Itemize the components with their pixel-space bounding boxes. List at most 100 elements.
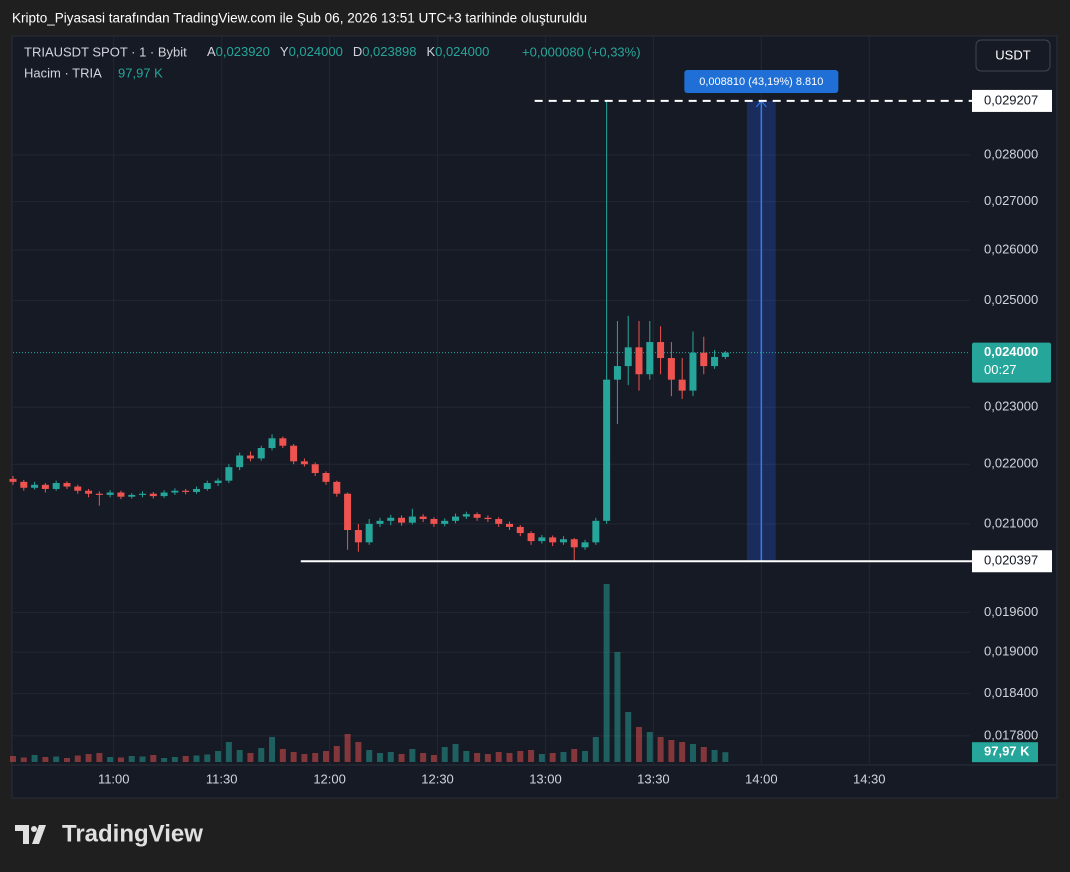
volume-bar [258,748,265,762]
candle-body [333,481,341,494]
volume-bar [506,753,513,762]
legend-key: A [207,44,216,59]
grid: 0,028000 0,027000 0,026000 0,025000 0,023000… [12,37,1057,786]
volume-bar [355,742,362,762]
y-tick-label: 0,018400 [984,685,1038,700]
candle-body [527,533,535,542]
volume-bar [625,712,632,762]
candle-body [106,492,114,495]
candle-body [246,455,254,459]
volume-bar [10,756,16,762]
candle-body [311,464,319,474]
currency-button[interactable] [975,39,1051,72]
candle-body [41,484,49,489]
volume-bar [679,742,686,762]
volume-bar [31,755,38,762]
volume-bar [711,750,718,762]
candle-body [52,483,60,489]
currency-label[interactable]: USDT [995,47,1030,62]
candle-body [214,480,222,484]
x-tick-label: 14:30 [853,771,886,786]
y-tick-label: 0,026000 [984,241,1038,256]
y-tick-label: 0,028000 [984,146,1038,161]
countdown-label: 00:27 [984,362,1017,377]
candle-body [398,517,406,523]
legend-value: 0,023920 [216,44,270,59]
volume-bar [204,754,211,762]
candle-body [570,539,578,548]
volume-bar [668,740,675,762]
candle-body [473,514,481,518]
line-price-label: 0,020397 [984,553,1038,568]
line-price-box [972,550,1052,573]
x-tick-label: 11:30 [206,771,238,786]
candle-body [700,352,708,367]
candle-body [192,488,200,492]
volume-bar [592,737,599,762]
candle-body [344,493,352,531]
candle-body [139,493,147,495]
volume-bar [53,756,60,762]
candle-body [462,514,470,517]
candle-body [721,352,729,357]
volume-bar [333,746,340,762]
volume-bar [571,749,578,762]
legend-ohlc: A0,023920 Y0,024000 D0,023898 K0,024000 [207,44,489,59]
volume-bar [700,747,707,762]
volume-bar [63,758,70,762]
legend-volume-name: Hacim · TRIA [24,65,102,80]
volume-bar [290,752,297,762]
candle-body [203,483,211,489]
candle-body [624,347,632,367]
y-tick-label: 0,021000 [984,515,1038,530]
candle-body [376,520,384,524]
volume-bar [215,751,222,762]
candle-body [484,517,492,520]
x-tick-label: 12:30 [421,771,454,786]
candle-body [613,366,621,380]
y-tick-label: 0,019000 [984,644,1038,659]
volume-bar [474,753,481,762]
volume-bar [269,737,276,762]
volume-tag-label: 97,97 K [984,744,1030,759]
volume-bar [323,751,330,762]
candle-body [290,445,298,462]
volume-bar [484,754,491,762]
candle-body [441,520,449,524]
volume-bar [636,727,643,762]
candle-body [117,492,125,497]
volume-bar [614,652,621,762]
logo-text: TradingView [62,820,203,847]
volume-bar [236,750,243,762]
volume-bar [528,750,535,762]
logo-icon [15,825,46,844]
candle-body [495,519,503,524]
candle-body [322,473,330,482]
candle-body [689,352,697,391]
volume-bar [161,758,168,762]
volume-bar [463,751,470,762]
volume-bar [312,753,319,762]
candle-body [268,438,276,449]
y-tick-label: 0,023000 [984,399,1038,414]
candle-body [20,481,28,488]
candle-body [171,490,179,493]
chart-pane [11,35,1058,799]
candle-body [635,347,643,375]
volume-bar [689,744,696,762]
volume-bar [96,753,103,762]
volume-bar [441,747,448,762]
candle-body [430,519,438,524]
marks: 0,008810 (43,19%) 8.810 0,029207 0,020397 0… [9,70,1052,763]
volume-bar [560,752,567,762]
volume-bar [657,737,664,762]
volume-bar [117,757,124,762]
volume-bar [366,750,373,762]
candle-body [149,493,157,497]
candle-body [279,438,287,446]
volume-bar [193,755,200,762]
volume-bar [582,751,589,762]
x-tick-label: 13:30 [637,771,670,786]
volume-bar [376,753,383,762]
